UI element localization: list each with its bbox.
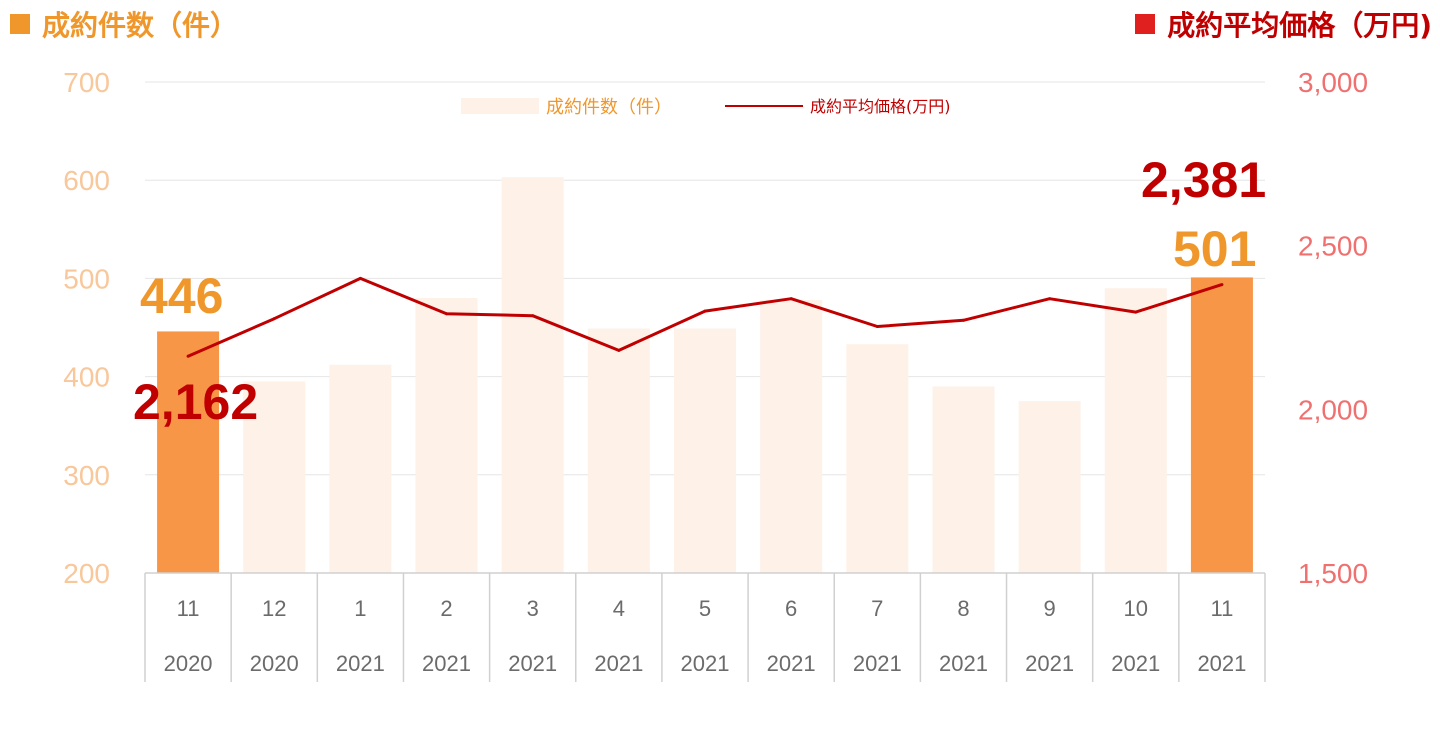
x-year-label: 2021 [767, 651, 816, 676]
x-month-label: 6 [785, 596, 797, 621]
red-square-icon [1135, 14, 1156, 34]
line-first-label: 2,162 [133, 374, 258, 430]
x-year-label: 2021 [336, 651, 385, 676]
x-month-label: 1 [354, 596, 366, 621]
line-point [875, 325, 879, 329]
x-year-label: 2021 [681, 651, 730, 676]
bar [674, 328, 736, 573]
x-year-label: 2020 [250, 651, 299, 676]
x-month-label: 12 [262, 596, 286, 621]
data-labels: 446 501 2,162 2,381 [133, 152, 1266, 430]
bar [1018, 401, 1081, 573]
line-point [531, 314, 535, 318]
line-last-label: 2,381 [1141, 152, 1266, 208]
x-month-label: 3 [527, 596, 539, 621]
line-point [1220, 283, 1224, 287]
x-month-label: 7 [871, 596, 883, 621]
bar [587, 328, 650, 573]
bar [157, 331, 220, 573]
line-point [703, 309, 707, 313]
line-point [445, 312, 449, 316]
orange-square-icon [10, 14, 30, 34]
bar [932, 386, 995, 573]
bar [846, 344, 909, 573]
left-tick-label: 300 [63, 460, 110, 491]
left-tick-label: 600 [63, 165, 110, 196]
legend-line-label: 成約平均価格(万円) [810, 97, 951, 116]
x-year-label: 2021 [1197, 651, 1246, 676]
x-month-label: 11 [177, 596, 200, 621]
x-month-label: 11 [1211, 596, 1234, 621]
line-point [358, 276, 362, 280]
line-point [1134, 310, 1138, 314]
x-year-label: 2021 [1025, 651, 1074, 676]
x-month-label: 5 [699, 596, 711, 621]
bar [501, 177, 564, 573]
x-year-label: 2021 [853, 651, 902, 676]
right-tick-label: 2,000 [1298, 394, 1368, 425]
bar [329, 364, 392, 573]
left-axis-title: 成約件数（件） [10, 4, 238, 44]
line-series [186, 276, 1224, 358]
x-month-label: 9 [1043, 596, 1055, 621]
line-point [272, 317, 276, 321]
x-year-label: 2021 [1111, 651, 1160, 676]
legend-bar-label: 成約件数（件） [546, 97, 672, 118]
bar [243, 381, 306, 573]
right-tick-label: 3,000 [1298, 67, 1368, 98]
x-month-label: 4 [613, 596, 625, 621]
left-tick-label: 700 [63, 67, 110, 98]
bar [1190, 277, 1253, 573]
x-year-label: 2021 [422, 651, 471, 676]
bar-series [157, 177, 1253, 573]
line-point [617, 348, 621, 352]
x-year-label: 2021 [508, 651, 557, 676]
legend: 成約件数（件） 成約平均価格(万円) [461, 97, 951, 118]
axes: 2003004005006007001,5002,0002,5003,00011… [63, 67, 1368, 682]
right-tick-label: 1,500 [1298, 558, 1368, 589]
left-tick-label: 200 [63, 558, 110, 589]
x-year-label: 2021 [594, 651, 643, 676]
right-axis-title: 成約平均価格（万円) [1135, 4, 1432, 44]
left-tick-label: 500 [63, 263, 110, 294]
x-year-label: 2021 [939, 651, 988, 676]
right-tick-label: 2,500 [1298, 231, 1368, 262]
line-point [1048, 297, 1052, 301]
x-year-label: 2020 [164, 651, 213, 676]
line-point [961, 318, 965, 322]
legend-bar-swatch [461, 98, 539, 114]
left-axis-title-text: 成約件数（件） [42, 9, 239, 42]
x-month-label: 8 [957, 596, 969, 621]
x-month-label: 10 [1124, 596, 1148, 621]
left-tick-label: 400 [63, 362, 110, 393]
bar-first-label: 446 [140, 268, 223, 324]
line-point [789, 297, 793, 301]
bar [760, 300, 823, 573]
bar [415, 298, 478, 573]
line-point [186, 354, 190, 358]
x-month-label: 2 [440, 596, 452, 621]
bar-last-label: 501 [1173, 221, 1256, 277]
right-axis-title-text: 成約平均価格（万円) [1167, 9, 1432, 42]
bar [1104, 288, 1167, 573]
